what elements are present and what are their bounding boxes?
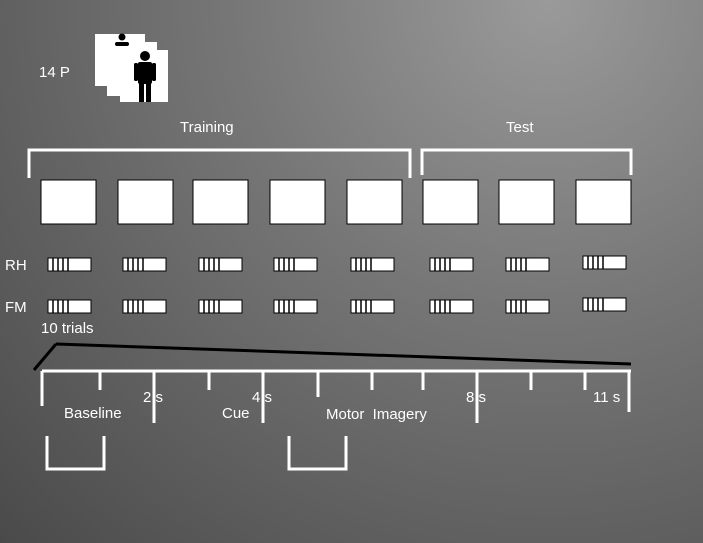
stage-label-cue: Cue xyxy=(222,405,250,422)
participant-icon-stack xyxy=(95,33,168,102)
session-box xyxy=(40,179,97,225)
tick-label-11s: 11 s xyxy=(593,389,621,406)
trial-strip xyxy=(429,257,474,272)
trial-strips xyxy=(47,255,627,314)
zoom-line-left xyxy=(32,343,58,371)
trial-strip xyxy=(47,257,92,272)
tick-label-4s: 4 s xyxy=(252,389,273,406)
session-box xyxy=(192,179,249,225)
trial-strip xyxy=(350,257,395,272)
trial-strip xyxy=(198,257,243,272)
tick-label-8s: 8 s xyxy=(466,389,487,406)
imagery-marker xyxy=(287,436,348,471)
trial-strip xyxy=(582,297,627,312)
baseline-marker xyxy=(45,436,106,471)
stage-label-baseline: Baseline xyxy=(64,405,122,422)
phase-label-test: Test xyxy=(506,119,534,136)
participants-label: 14 P xyxy=(39,64,70,81)
trials-label: 10 trials xyxy=(41,320,94,337)
session-box xyxy=(117,179,174,225)
session-box xyxy=(575,179,632,225)
trial-strip xyxy=(505,257,550,272)
session-box xyxy=(498,179,555,225)
session-box xyxy=(422,179,479,225)
trial-strip xyxy=(429,299,474,314)
trial-strip xyxy=(273,257,318,272)
trial-strip xyxy=(122,299,167,314)
person-icon xyxy=(115,33,156,102)
trial-strip xyxy=(273,299,318,314)
training-bracket xyxy=(27,148,412,178)
trial-strip xyxy=(505,299,550,314)
trial-strip xyxy=(350,299,395,314)
timeline-ticks xyxy=(40,371,631,423)
phase-label-training: Training xyxy=(180,119,234,136)
trial-strip xyxy=(47,299,92,314)
session-boxes xyxy=(40,179,632,225)
session-box xyxy=(269,179,326,225)
trial-strip xyxy=(198,299,243,314)
condition-label-fm: FM xyxy=(5,299,27,316)
stage-label-motor-imagery: Motor Imagery xyxy=(326,406,427,423)
condition-label-rh: RH xyxy=(5,257,27,274)
test-bracket xyxy=(420,148,633,175)
trial-strip xyxy=(122,257,167,272)
session-box xyxy=(346,179,403,225)
zoom-line-right xyxy=(55,342,632,366)
trial-strip xyxy=(582,255,627,270)
tick-label-2s: 2 s xyxy=(143,389,164,406)
